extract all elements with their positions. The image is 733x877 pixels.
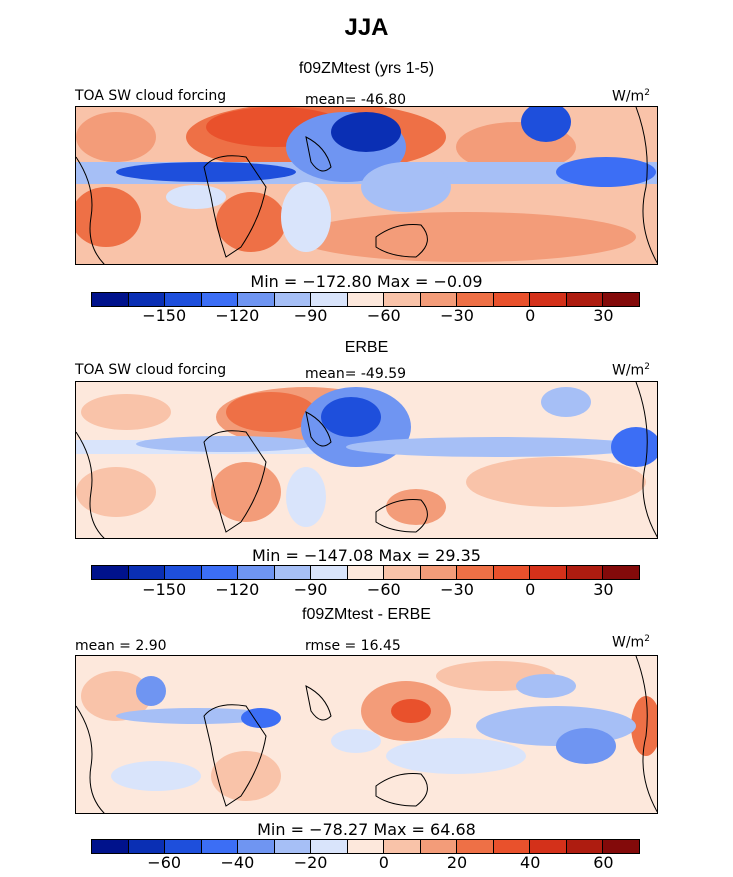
panel2-mean-label: mean= -49.59	[305, 366, 407, 382]
colorbar-swatch	[347, 566, 385, 579]
colorbar-tick-label: 40	[520, 853, 541, 872]
colorbar-tick-label: −120	[215, 306, 260, 325]
colorbar-swatch	[238, 293, 275, 306]
colorbar-swatch	[566, 840, 604, 853]
colorbar-swatch	[201, 566, 239, 579]
panel3-minmax: Min = −78.27 Max = 64.68	[257, 820, 476, 839]
panel3-subtitle: f09ZMtest - ERBE	[302, 606, 431, 623]
colorbar-swatch	[566, 566, 604, 579]
colorbar-swatch	[311, 840, 348, 853]
colorbar-tick-label: −150	[142, 306, 187, 325]
colorbar-swatch	[165, 840, 202, 853]
panel2-map	[75, 381, 658, 539]
panel3-colorbar-ticks: −60 −40 −20 0 20 40 60	[0, 853, 733, 873]
colorbar-tick-label: −90	[293, 306, 328, 325]
colorbar-swatch	[238, 840, 275, 853]
colorbar-swatch	[493, 840, 531, 853]
colorbar-swatch	[493, 566, 531, 579]
panel1-mean-label: mean= -46.80	[305, 92, 407, 108]
colorbar-swatch	[128, 840, 166, 853]
panel3-colorbar	[91, 839, 640, 854]
colorbar-swatch	[274, 566, 312, 579]
panel3-map	[75, 655, 658, 814]
panel1-map	[75, 106, 658, 265]
panel3-field	[76, 656, 657, 813]
panel2-units: W/m2	[612, 362, 650, 379]
colorbar-swatch	[92, 840, 129, 853]
colorbar-tick-label: −30	[440, 306, 474, 325]
colorbar-tick-label: 30	[593, 580, 614, 599]
panel1-minmax: Min = −172.80 Max = −0.09	[250, 272, 483, 291]
colorbar-swatch	[201, 840, 239, 853]
colorbar-swatch	[274, 293, 312, 306]
colorbar-swatch	[603, 293, 639, 306]
panel2-minmax: Min = −147.08 Max = 29.35	[252, 546, 481, 565]
panel1-colorbar	[91, 292, 640, 307]
colorbar-swatch	[420, 566, 458, 579]
panel2-left-label: TOA SW cloud forcing	[75, 362, 227, 378]
colorbar-swatch	[92, 293, 129, 306]
colorbar-tick-label: 0	[378, 853, 389, 872]
colorbar-tick-label: −90	[293, 580, 328, 599]
colorbar-tick-label: −40	[220, 853, 255, 872]
panel1-units: W/m2	[612, 88, 650, 105]
colorbar-tick-label: −60	[147, 853, 182, 872]
colorbar-swatch	[128, 293, 166, 306]
colorbar-swatch	[530, 840, 567, 853]
panel3-rmse-label: rmse = 16.45	[305, 638, 401, 654]
colorbar-swatch	[420, 840, 458, 853]
panel2-subtitle: ERBE	[344, 339, 389, 356]
colorbar-swatch	[165, 566, 202, 579]
figure-title: JJA	[344, 14, 389, 41]
colorbar-swatch	[457, 840, 494, 853]
colorbar-tick-label: 0	[525, 306, 536, 325]
colorbar-tick-label: 60	[593, 853, 614, 872]
colorbar-swatch	[603, 566, 639, 579]
colorbar-tick-label: −60	[366, 306, 401, 325]
colorbar-swatch	[603, 840, 639, 853]
panel1-left-label: TOA SW cloud forcing	[75, 88, 227, 104]
colorbar-tick-label: −120	[215, 580, 260, 599]
colorbar-swatch	[274, 840, 312, 853]
colorbar-tick-label: −20	[293, 853, 328, 872]
colorbar-swatch	[201, 293, 239, 306]
colorbar-swatch	[128, 566, 166, 579]
panel2-field	[76, 382, 657, 538]
colorbar-swatch	[311, 293, 348, 306]
colorbar-swatch	[384, 566, 421, 579]
colorbar-swatch	[311, 566, 348, 579]
colorbar-tick-label: 0	[525, 580, 536, 599]
colorbar-swatch	[566, 293, 604, 306]
colorbar-swatch	[384, 293, 421, 306]
colorbar-swatch	[530, 293, 567, 306]
panel3-units: W/m2	[612, 634, 650, 651]
panel2-colorbar	[91, 565, 640, 580]
panel2-colorbar-ticks: −150 −120 −90 −60 −30 0 30	[0, 580, 733, 600]
colorbar-swatch	[493, 293, 531, 306]
colorbar-swatch	[347, 840, 385, 853]
colorbar-tick-label: −150	[142, 580, 187, 599]
colorbar-swatch	[92, 566, 129, 579]
colorbar-tick-label: −60	[366, 580, 401, 599]
colorbar-swatch	[384, 840, 421, 853]
panel1-subtitle: f09ZMtest (yrs 1-5)	[298, 60, 435, 77]
colorbar-swatch	[530, 566, 567, 579]
panel3-mean-label: mean = 2.90	[75, 638, 167, 654]
colorbar-swatch	[457, 293, 494, 306]
colorbar-swatch	[420, 293, 458, 306]
panel1-field	[76, 107, 657, 264]
colorbar-swatch	[165, 293, 202, 306]
colorbar-tick-label: 30	[593, 306, 614, 325]
colorbar-swatch	[347, 293, 385, 306]
panel1-colorbar-ticks: −150 −120 −90 −60 −30 0 30	[0, 306, 733, 326]
colorbar-tick-label: 20	[446, 853, 468, 872]
colorbar-swatch	[457, 566, 494, 579]
colorbar-swatch	[238, 566, 275, 579]
colorbar-tick-label: −30	[440, 580, 474, 599]
